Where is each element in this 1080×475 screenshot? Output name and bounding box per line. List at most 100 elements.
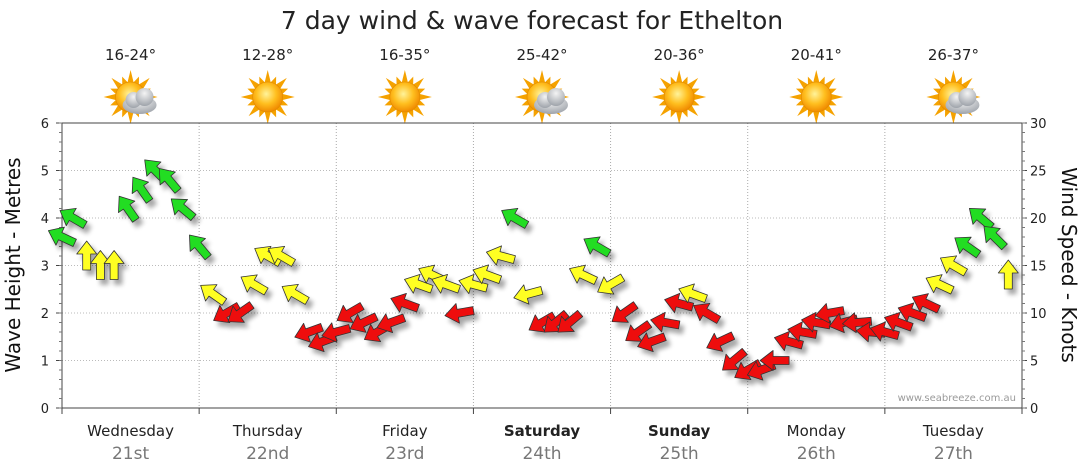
wind-arrow [637, 332, 667, 352]
wind-arrow [650, 311, 681, 333]
day-date: 21st [112, 444, 149, 464]
day-name: Monday [787, 422, 846, 440]
wind-arrow [611, 301, 639, 323]
sunny-icon [240, 70, 295, 124]
wind-arrow [458, 273, 489, 295]
sunny-icon [789, 70, 844, 124]
wind-arrow [118, 195, 140, 223]
wind-arrow [842, 312, 873, 334]
wind-arrow [321, 322, 352, 343]
wind-arrow [294, 322, 324, 343]
wind-arrow [200, 284, 228, 306]
partly-cloudy-icon [103, 70, 158, 124]
wind-arrow [336, 302, 365, 324]
wind-arrow [814, 303, 845, 324]
y2-tick-label: 10 [1030, 307, 1047, 322]
wind-arrow [557, 310, 584, 333]
wind-arrow [983, 225, 1008, 251]
day-temperature: 20-36° [654, 46, 705, 64]
wind-arrow [444, 303, 475, 324]
wind-arrow [158, 168, 182, 194]
wind-arrow [76, 240, 98, 271]
wind-arrow [884, 312, 914, 332]
day-temperature: 25-42° [516, 46, 567, 64]
wind-arrow [912, 293, 941, 314]
partly-cloudy-icon [515, 70, 569, 124]
partly-cloudy-icon [926, 70, 981, 124]
wind-arrow [404, 274, 434, 294]
y2-tick-label: 0 [1030, 402, 1038, 417]
wind-arrow [103, 250, 125, 280]
day-name: Friday [382, 422, 428, 440]
day-date: 24th [522, 444, 561, 464]
wind-arrow [583, 236, 612, 258]
day-temperature: 16-24° [105, 46, 156, 64]
wind-arrow [997, 259, 1019, 290]
y-tick-label: 0 [41, 402, 49, 417]
wind-arrow [897, 302, 928, 323]
sunny-icon [377, 70, 432, 124]
wind-arrow [486, 245, 516, 266]
wind-arrow [501, 207, 530, 229]
wind-arrow [664, 292, 695, 314]
day-temperature: 16-35° [379, 46, 430, 64]
y-axis-label: Wave Height - Metres [1, 157, 25, 372]
y2-tick-label: 30 [1030, 117, 1047, 132]
wind-arrow [59, 207, 88, 229]
y2-tick-label: 20 [1030, 212, 1047, 227]
day-date: 22nd [246, 444, 289, 464]
y-tick-label: 5 [41, 165, 49, 180]
day-name: Saturday [504, 422, 581, 440]
wind-arrow [759, 350, 790, 371]
y2-axis-label: Wind Speed - Knots [1057, 167, 1080, 363]
wind-arrow [268, 245, 296, 267]
wind-arrow [227, 301, 255, 323]
wind-arrow [170, 198, 197, 221]
y2-tick-label: 5 [1030, 355, 1038, 370]
wind-arrow [925, 274, 955, 295]
day-date: 23rd [385, 444, 424, 464]
sunny-icon [652, 70, 707, 124]
wind-arrow [693, 302, 722, 324]
wind-arrow [376, 313, 407, 333]
y-tick-label: 3 [41, 260, 49, 275]
day-name: Tuesday [922, 422, 984, 440]
y2-tick-label: 15 [1030, 260, 1047, 275]
wind-arrow [281, 283, 310, 305]
day-name: Thursday [232, 422, 303, 440]
wind-arrow [189, 234, 212, 261]
day-name: Wednesday [87, 422, 174, 440]
wind-arrow [513, 284, 544, 305]
wind-arrow [472, 264, 503, 285]
day-temperature: 12-28° [242, 46, 293, 64]
wind-arrow [678, 283, 708, 304]
day-name: Sunday [648, 422, 711, 440]
wind-arrow [240, 274, 269, 296]
day-temperature: 20-41° [791, 46, 842, 64]
wind-arrow [349, 312, 379, 333]
day-date: 26th [797, 444, 836, 464]
y-tick-label: 6 [41, 117, 49, 132]
y-tick-label: 1 [41, 355, 49, 370]
day-date: 25th [660, 444, 699, 464]
wind-arrow [706, 331, 736, 352]
day-date: 27th [934, 444, 973, 464]
wind-arrow [569, 264, 598, 285]
y-tick-label: 2 [41, 307, 49, 322]
y2-tick-label: 25 [1030, 165, 1047, 180]
day-temperature: 26-37° [928, 46, 979, 64]
wind-arrow [390, 293, 420, 313]
wind-arrow [48, 226, 77, 247]
chart-title: 7 day wind & wave forecast for Ethelton [281, 6, 783, 35]
y-tick-label: 4 [41, 212, 49, 227]
wind-arrow [787, 321, 818, 342]
watermark: www.seabreeze.com.au [898, 393, 1016, 404]
wind-arrow [774, 330, 804, 352]
wind-arrow [954, 236, 982, 259]
wind-arrow [597, 273, 626, 295]
wind-arrow [870, 321, 900, 342]
wind-arrow [431, 274, 461, 294]
wind-arrow [131, 176, 154, 204]
wind-arrow [940, 255, 968, 277]
